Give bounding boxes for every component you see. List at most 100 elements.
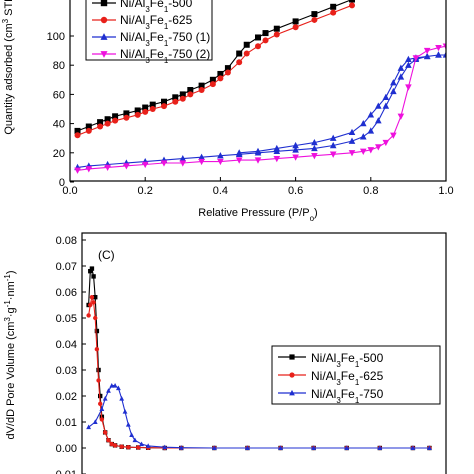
isotherm-data-point [172,98,179,105]
pore-legend-entry: Ni/Al3Fe1-500 [278,351,384,369]
isotherm-x-tick-label: 0.2 [138,185,153,197]
isotherm-x-tick-label: 0.0 [62,185,77,197]
pore-legend-label: Ni/Al3Fe1-625 [311,369,384,387]
pore-data-point [109,382,115,388]
isotherm-data-point [397,113,405,120]
isotherm-x-axis-label: Relative Pressure (P/Po) [198,207,317,223]
isotherm-data-point [179,95,186,102]
isotherm-legend-label: Ni/Al3Fe1-750 (2) [120,47,210,65]
pore-data-point [145,443,151,448]
isotherm-series-3 [74,51,446,171]
pore-plot-frame [81,232,447,474]
isotherm-data-point [123,110,130,117]
pore-data-point [88,302,93,308]
legend-marker [289,354,295,360]
isotherm-data-point [390,79,397,86]
isotherm-legend-label: Ni/Al3Fe1-500 [120,0,193,14]
isotherm-data-point [161,98,167,105]
isotherm-data-point [123,114,130,121]
isotherm-data-point [273,144,281,152]
isotherm-data-point [329,134,337,141]
isotherm-data-point [123,163,130,170]
pore-data-point [122,408,128,414]
isotherm-data-point [311,144,318,152]
isotherm-data-point [179,91,186,98]
pore-data-point [89,295,95,300]
isotherm-y-tick-label: 40 [53,119,65,131]
isotherm-data-point [292,24,299,31]
isotherm-plot-frame [69,0,447,182]
isotherm-data-point [273,31,280,38]
isotherm-data-point [255,34,261,41]
isotherm-series-2 [74,2,355,139]
panel-label: (C) [98,248,115,262]
isotherm-x-tick-label: 0.6 [288,185,303,197]
isotherm-data-point [142,104,149,111]
isotherm-data-point [442,51,446,58]
pore-data-point [89,266,95,271]
isotherm-data-point [74,132,81,139]
isotherm-data-point [149,106,156,112]
pore-data-point [96,367,101,373]
pore-data-point [129,432,135,437]
isotherm-data-point [85,123,92,130]
legend-marker [100,51,108,58]
isotherm-data-point [217,70,224,77]
isotherm-data-point [390,132,397,139]
isotherm-data-point [104,120,111,127]
isotherm-data-point [390,87,397,95]
isotherm-data-point [149,101,156,108]
isotherm-data-point [254,147,262,155]
isotherm-series-line [77,54,446,168]
isotherm-data-point [198,153,205,160]
pore-data-point [91,300,96,305]
pore-data-point [427,445,432,450]
isotherm-data-point [349,2,355,9]
pore-y-tick-label: 0.04 [56,339,77,351]
isotherm-data-point [292,141,299,149]
isotherm-data-point [405,84,412,91]
pore-data-point [112,382,118,388]
isotherm-data-point [382,93,390,101]
pore-series-3 [86,382,432,450]
pore-data-point [344,445,350,450]
isotherm-legend-box [85,0,213,61]
isotherm-data-point [112,113,119,120]
pore-y-tick-label: 0.00 [56,443,77,455]
isotherm-data-point [224,65,231,72]
isotherm-data-point [367,147,375,154]
isotherm-x-tick-label: 0.8 [363,185,378,197]
isotherm-data-point [85,127,92,134]
isotherm-data-point [97,123,104,130]
isotherm-data-point [161,103,167,110]
pore-y-tick-label: 0.06 [56,287,77,299]
isotherm-data-point [397,64,405,71]
isotherm-legend-entry: Ni/Al3Fe1-625 [92,13,193,31]
isotherm-data-point [224,69,231,76]
isotherm-data-point [375,102,382,109]
pore-data-point [88,269,93,274]
pore-data-point [126,445,131,450]
isotherm-data-point [236,50,243,57]
pore-data-point [132,437,138,443]
isotherm-data-point [412,55,420,62]
isotherm-data-point [134,107,141,114]
isotherm-y-tick-label: 0 [59,177,65,189]
pore-data-point [245,445,250,450]
isotherm-data-point [435,44,442,52]
isotherm-data-point [262,30,269,37]
pore-y-tick-label: 0.03 [56,365,77,377]
isotherm-data-point [349,0,355,3]
pore-data-point [119,444,124,449]
isotherm-data-point [405,55,412,63]
pore-data-point [98,401,103,406]
pore-data-point [91,274,96,279]
isotherm-y-axis-label: Quantity adsorbed (cm3 STP/g [1,0,16,135]
isotherm-data-point [217,158,224,166]
isotherm-data-point [311,16,318,23]
isotherm-y-tick-label: 20 [53,148,65,160]
pore-data-point [102,395,108,401]
isotherm-data-point [85,166,93,173]
isotherm-data-point [179,155,187,162]
